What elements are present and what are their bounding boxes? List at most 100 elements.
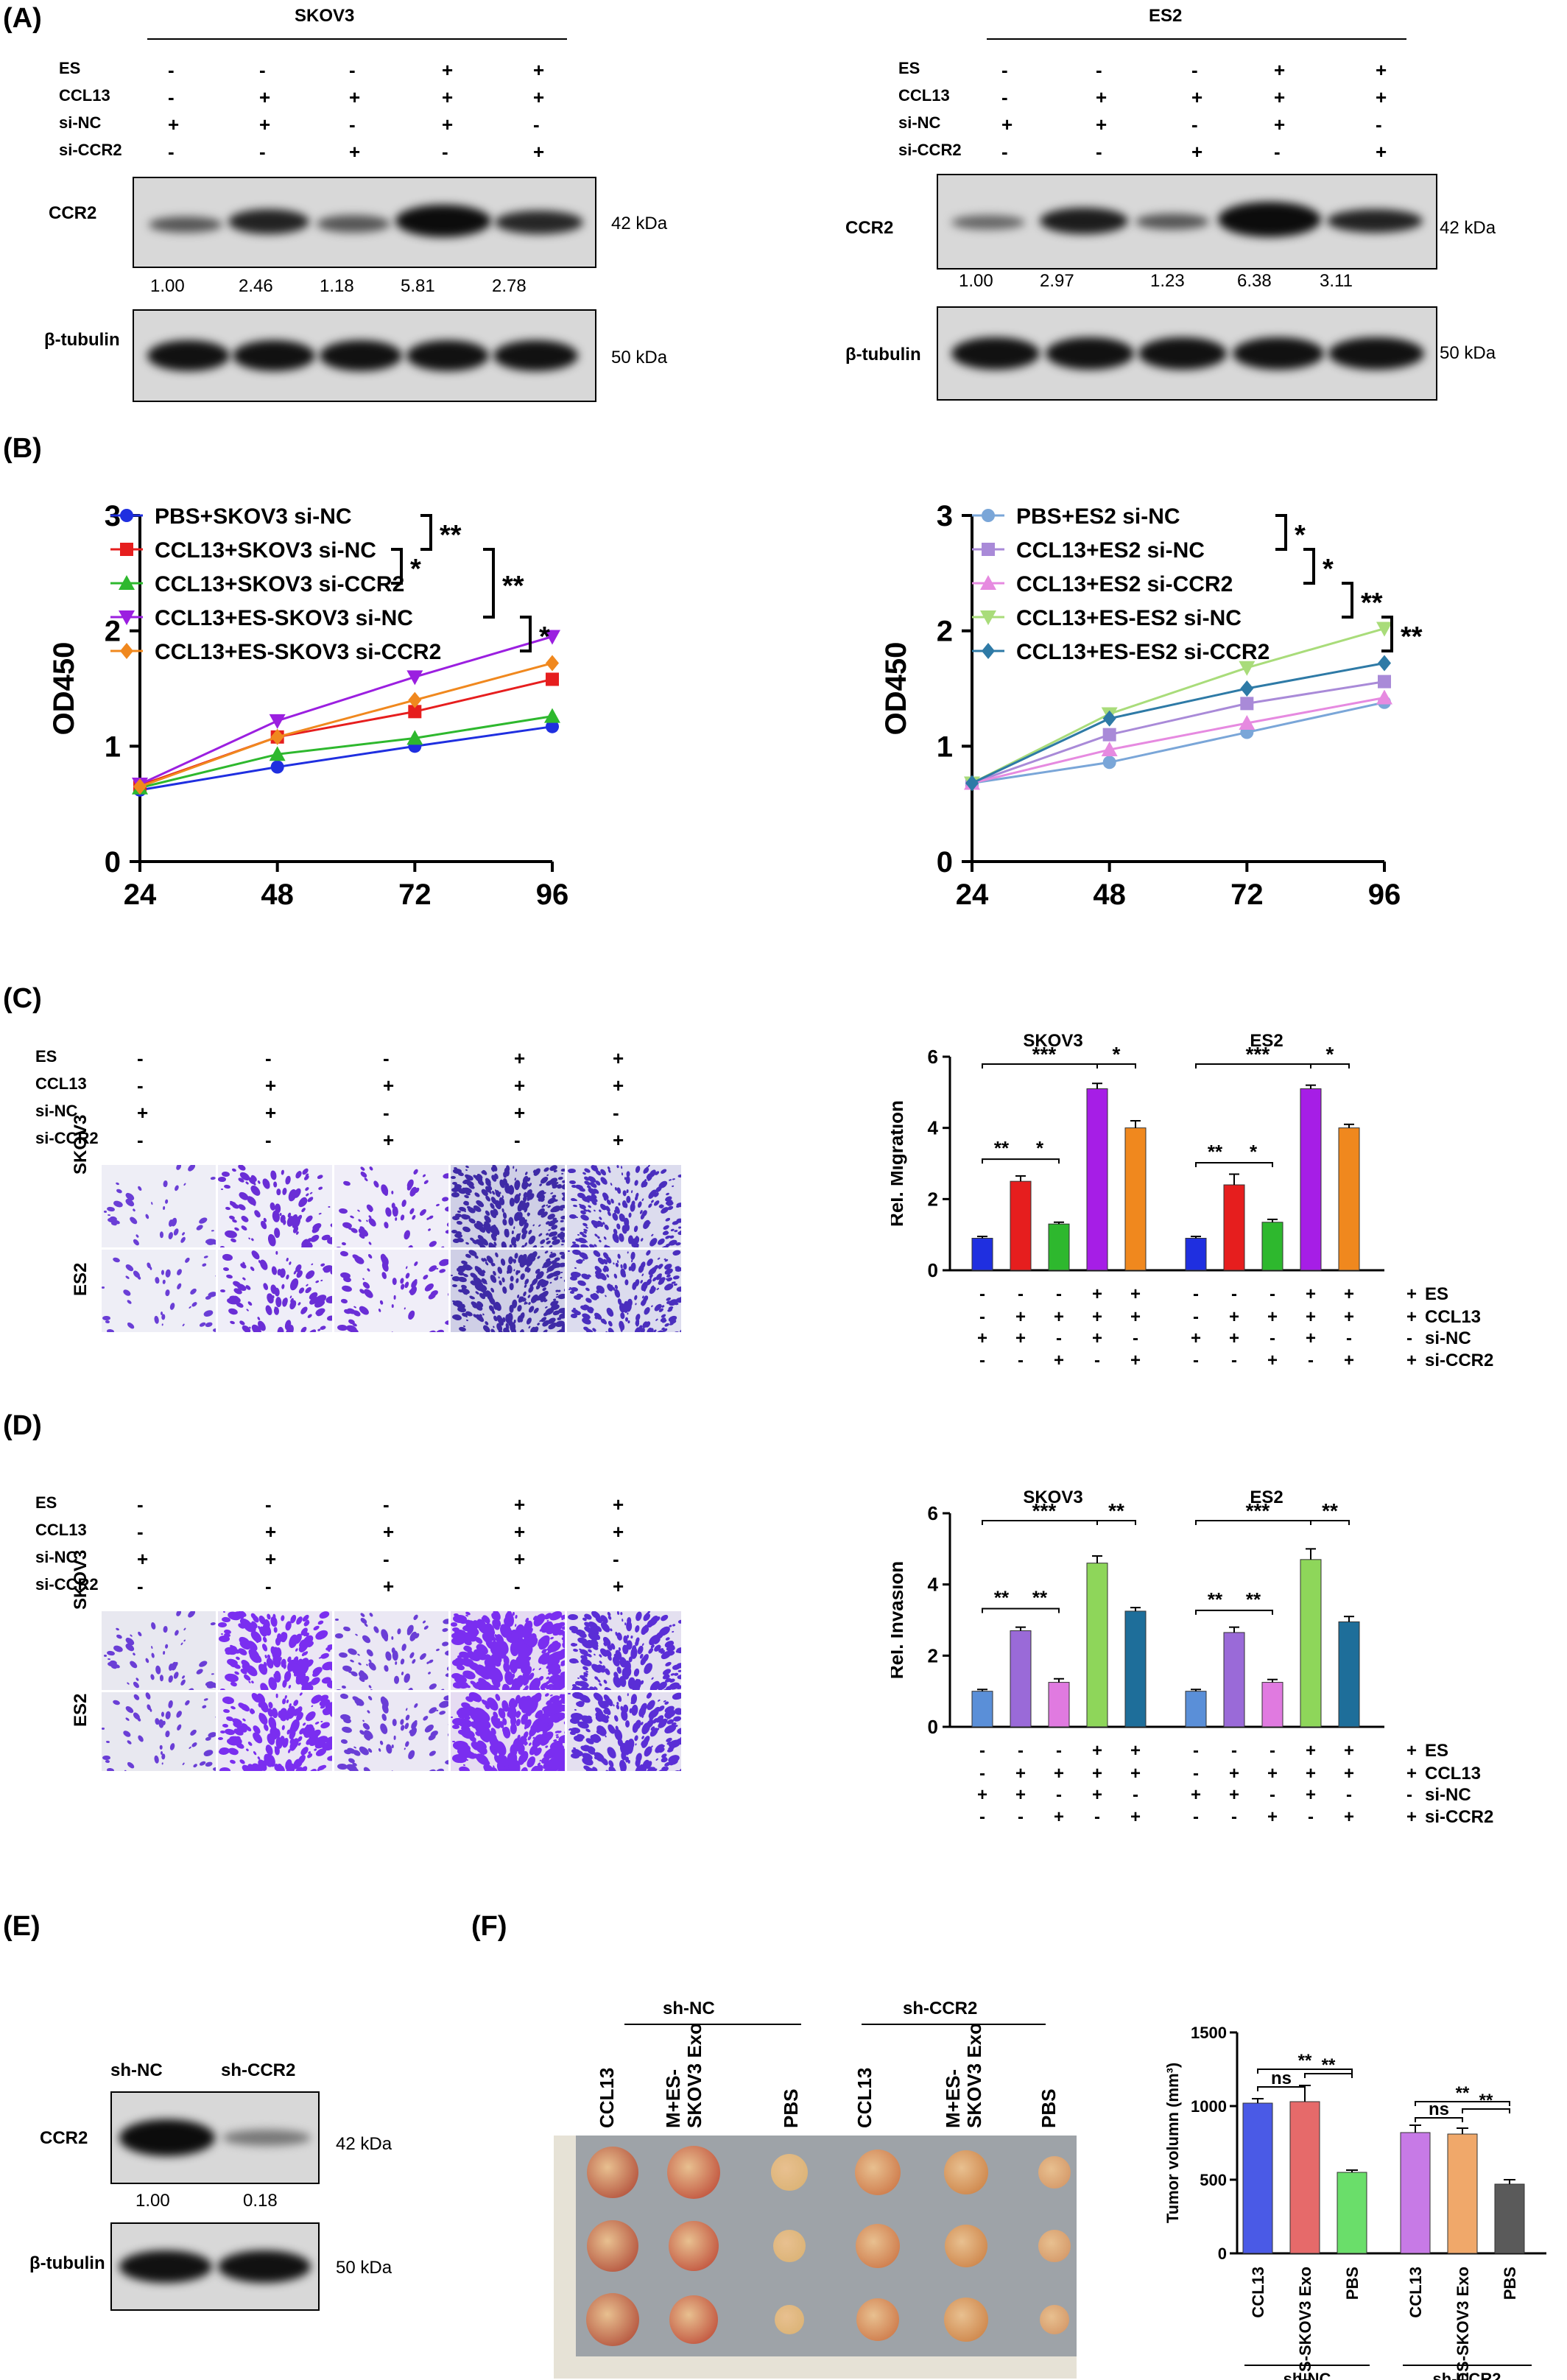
cell-stain	[605, 1306, 615, 1318]
condition-row-label-ccl13: CCL13	[59, 86, 110, 105]
cell-stain	[594, 1233, 599, 1237]
condition-mark: +	[613, 1493, 624, 1515]
kda50-skov3: 50 kDa	[611, 348, 668, 367]
cell-stain	[680, 1328, 681, 1332]
panel-label-c: (C)	[3, 983, 42, 1014]
sig-bracket	[420, 514, 432, 551]
series-line	[971, 627, 1385, 784]
cell-stain	[511, 1301, 515, 1307]
panel-label-e: (E)	[3, 1911, 41, 1942]
cell-stain	[175, 1282, 183, 1290]
condition-row-label-sinc: si-NC	[35, 1548, 78, 1566]
condition-mark: -	[137, 1575, 144, 1597]
cell-stain	[126, 1739, 133, 1746]
cell-stain	[410, 1214, 416, 1221]
condition-mark: +	[1306, 1307, 1316, 1327]
x-tick-label: 24	[124, 879, 157, 911]
cell-stain	[230, 1238, 237, 1244]
micrograph-tile	[334, 1611, 448, 1690]
cell-stain	[211, 1672, 214, 1675]
condition-mark: +	[1191, 86, 1203, 108]
cell-stain	[306, 1312, 313, 1319]
condition-mark: +	[1015, 1764, 1026, 1784]
cell-stain	[561, 1191, 565, 1195]
condition-mark: +	[265, 1102, 277, 1124]
cell-stain	[144, 1657, 150, 1664]
sig-mark: **	[1479, 2091, 1493, 2110]
condition-mark: -	[1376, 113, 1382, 135]
group-title: ES2	[1250, 1031, 1283, 1051]
bar	[1338, 1621, 1360, 1728]
cell-stain	[357, 1218, 363, 1223]
ccr2-label-e: CCR2	[40, 2128, 88, 2148]
cell-stain	[513, 1226, 515, 1230]
cell-stain	[281, 1284, 286, 1290]
cell-stain	[665, 1191, 670, 1196]
cell-stain	[392, 1206, 398, 1217]
legend-label: CCL13+ES-SKOV3 si-CCR2	[155, 640, 441, 664]
micrograph-tile	[451, 1165, 565, 1247]
cell-stain	[367, 1241, 373, 1246]
cell-stain	[442, 1172, 448, 1180]
condition-mark: -	[979, 1351, 985, 1366]
cell-stain	[641, 1273, 644, 1277]
cell-stain	[538, 1232, 543, 1237]
cell-stain	[473, 1191, 482, 1198]
cell-stain	[218, 1622, 228, 1628]
condition-mark: -	[137, 1129, 144, 1151]
condition-mark: -	[1308, 1351, 1314, 1366]
sig-mark: *	[1295, 520, 1306, 551]
cell-stain	[165, 1730, 171, 1738]
cell-stain	[435, 1203, 440, 1208]
cell-stain	[615, 1262, 619, 1268]
cell-stain	[509, 1283, 514, 1291]
series-line	[139, 725, 553, 792]
condition-mark: +	[1130, 1284, 1141, 1304]
condition-mark: -	[1096, 141, 1102, 163]
cell-stain	[326, 1315, 332, 1322]
condition-mark: -	[383, 1493, 390, 1515]
condition-row-label-ccl13: CCL13	[1425, 1764, 1481, 1784]
cell-stain	[633, 1180, 639, 1187]
cell-stain	[428, 1239, 438, 1247]
cell-stain	[672, 1716, 681, 1722]
sig-bracket	[1310, 1063, 1349, 1068]
cell-stain	[149, 1673, 155, 1680]
cell-stain	[544, 1305, 549, 1309]
condition-mark: +	[514, 1493, 526, 1515]
cell-stain	[222, 1696, 235, 1705]
cell-stain	[161, 1314, 166, 1320]
cell-stain	[338, 1207, 348, 1214]
condition-mark: -	[1308, 1807, 1314, 1823]
cell-stain	[593, 1653, 596, 1656]
cell-stain	[606, 1765, 619, 1771]
cell-stain	[608, 1615, 613, 1621]
x-tick-label: 48	[1093, 879, 1126, 911]
cell-stain	[604, 1295, 607, 1298]
data-point	[982, 643, 995, 659]
cell-stain	[116, 1188, 123, 1194]
condition-mark: +	[1406, 1807, 1417, 1823]
cell-stain	[247, 1300, 253, 1307]
cell-stain	[262, 1282, 270, 1290]
micrograph-tile	[102, 1692, 216, 1771]
cell-stain	[230, 1705, 236, 1710]
micrograph-tile	[567, 1611, 681, 1690]
cell-stain	[557, 1289, 561, 1292]
data-point	[546, 672, 559, 686]
legend-label: CCL13+ES-ES2 si-CCR2	[1016, 640, 1270, 664]
cell-stain	[272, 1295, 275, 1299]
condition-mark: +	[1229, 1785, 1239, 1805]
invasion-micrographs	[102, 1611, 691, 1775]
legend-label: CCL13+ES-SKOV3 si-NC	[155, 606, 413, 630]
cell-stain	[627, 1320, 630, 1324]
group-label: sh-NC	[1283, 2370, 1331, 2380]
tubulin-label-skov3: β-tubulin	[44, 330, 120, 350]
cell-stain	[577, 1233, 580, 1236]
cell-stain	[493, 1325, 496, 1328]
cell-stain	[510, 1686, 514, 1690]
series-line	[139, 636, 553, 786]
cell-stain	[319, 1212, 323, 1215]
cell-stain	[309, 1191, 313, 1194]
